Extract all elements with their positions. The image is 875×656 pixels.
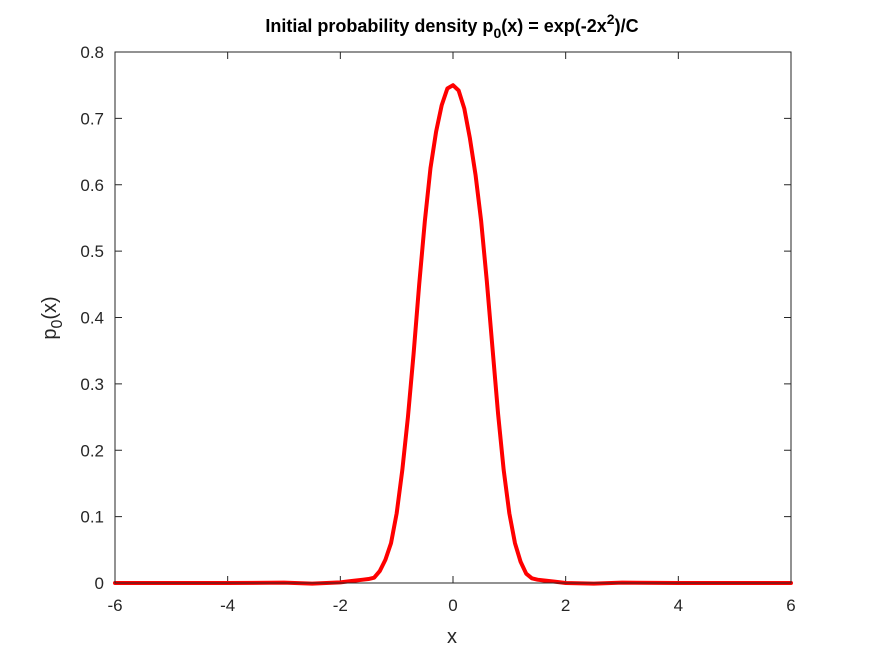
y-tick-label: 0 — [95, 574, 104, 593]
y-ticks: 0 0.1 0.2 0.3 0.4 0.5 0.6 0.7 0.8 — [80, 43, 791, 593]
y-tick-label: 0.1 — [80, 508, 104, 527]
probability-density-line — [113, 83, 793, 586]
y-tick-label: 0.4 — [80, 309, 104, 328]
y-tick-label: 0.8 — [80, 43, 104, 62]
x-tick-label: 2 — [561, 596, 570, 615]
x-tick-label: -2 — [333, 596, 348, 615]
y-tick-label: 0.5 — [80, 242, 104, 261]
x-tick-label: 0 — [448, 596, 457, 615]
plot-area — [115, 52, 791, 583]
y-axis-label: p0(x) — [39, 296, 66, 339]
plot-frame — [114, 51, 792, 584]
x-tick-label: -4 — [220, 596, 235, 615]
x-tick-label: 6 — [786, 596, 795, 615]
x-axis-label: x — [447, 626, 457, 648]
y-tick-label: 0.3 — [80, 375, 104, 394]
y-tick-label: 0.2 — [80, 441, 104, 460]
chart-title: Initial probability density p0(x) = exp(… — [265, 11, 638, 41]
x-tick-label: 4 — [674, 596, 683, 615]
y-tick-label: 0.6 — [80, 176, 104, 195]
x-tick-label: -6 — [107, 596, 122, 615]
y-tick-label: 0.7 — [80, 109, 104, 128]
